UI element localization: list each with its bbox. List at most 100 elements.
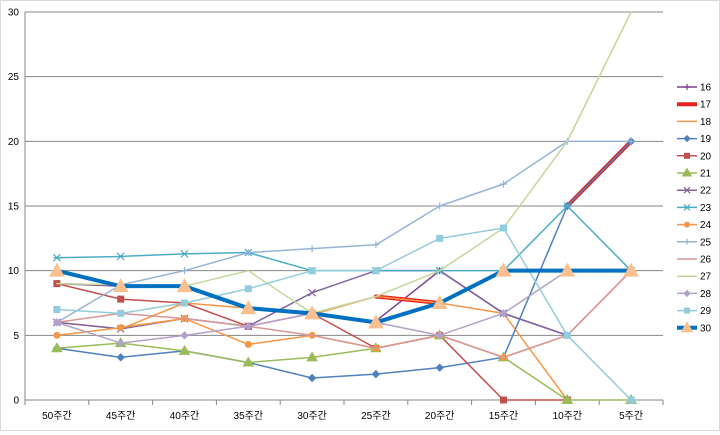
point-marker <box>627 137 635 145</box>
x-tick-label: 50주간 <box>42 410 72 422</box>
point-marker <box>680 321 694 333</box>
legend-label: 27 <box>700 272 712 283</box>
series-26 <box>56 269 632 359</box>
x-tick-label: 40주간 <box>170 410 200 422</box>
y-tick-label: 5 <box>13 331 19 342</box>
series-line <box>56 205 632 272</box>
series-line <box>56 269 632 359</box>
legend: 16 17 18 19 20 21 22 23 24 25 26 27 28 29 30 <box>677 83 712 334</box>
point-marker <box>308 245 316 253</box>
point-marker <box>435 363 444 372</box>
point-marker <box>308 288 317 297</box>
y-tick-label: 30 <box>8 8 20 19</box>
legend-item-16: 16 <box>677 83 712 94</box>
point-marker <box>683 289 691 298</box>
point-marker <box>431 294 448 309</box>
point-marker <box>683 186 691 194</box>
point-marker <box>51 342 63 353</box>
x-tick-label: 25주간 <box>361 410 391 422</box>
point-marker <box>181 299 188 307</box>
legend-label: 23 <box>700 203 712 214</box>
point-marker <box>52 318 62 327</box>
series-25 <box>53 137 635 326</box>
point-marker <box>368 314 384 329</box>
point-marker <box>116 252 125 261</box>
point-marker <box>436 202 444 210</box>
point-marker <box>623 262 639 277</box>
point-marker <box>559 262 576 277</box>
series-28 <box>52 266 636 348</box>
point-marker <box>683 134 691 143</box>
x-tick-label: 20주간 <box>425 410 455 422</box>
point-marker <box>112 278 129 293</box>
point-marker <box>52 253 61 262</box>
point-marker <box>683 203 691 211</box>
legend-label: 18 <box>700 117 712 128</box>
series-23 <box>52 202 636 275</box>
point-marker <box>244 249 252 257</box>
point-marker <box>117 324 125 332</box>
point-marker <box>684 84 690 90</box>
point-marker <box>304 305 320 320</box>
point-marker <box>563 202 572 210</box>
legend-item-29: 29 <box>677 306 712 317</box>
axes: 0 5 10 15 20 25 30 50주간 45주간 40주간 35주간 30주간 25주간 20주간… <box>8 8 664 422</box>
legend-item-28: 28 <box>677 289 712 300</box>
legend-item-20: 20 <box>677 151 712 162</box>
legend-item-21: 21 <box>677 167 712 180</box>
legend-label: 16 <box>700 83 712 94</box>
series-line <box>56 140 632 324</box>
point-marker <box>500 224 507 232</box>
x-tick-label: 35주간 <box>234 410 264 422</box>
legend-item-17: 17 <box>677 100 712 111</box>
legend-item-30: 30 <box>677 321 712 334</box>
point-marker <box>180 249 189 258</box>
legend-label: 26 <box>700 255 712 266</box>
point-marker <box>244 285 252 293</box>
point-marker <box>495 262 512 277</box>
point-marker <box>500 396 507 404</box>
point-marker <box>116 353 125 362</box>
point-marker <box>627 396 635 404</box>
series-27 <box>56 11 632 315</box>
legend-item-24: 24 <box>677 220 712 231</box>
point-marker <box>563 331 571 339</box>
x-tick-label: 15주간 <box>489 410 519 422</box>
point-marker <box>684 221 690 228</box>
series-line <box>56 269 632 359</box>
series-line <box>54 268 634 325</box>
point-marker <box>435 331 444 340</box>
legend-item-18: 18 <box>677 117 712 128</box>
y-tick-label: 20 <box>8 137 20 148</box>
y-tick-label: 0 <box>13 396 19 407</box>
point-marker <box>116 338 125 348</box>
y-tick-label: 25 <box>8 72 20 83</box>
point-marker <box>500 180 507 188</box>
point-marker <box>499 309 508 318</box>
point-marker <box>176 278 193 293</box>
x-tick-label: 10주간 <box>553 410 583 422</box>
x-tick-label: 30주간 <box>297 410 327 422</box>
point-marker <box>436 234 444 242</box>
legend-label: 19 <box>700 134 712 145</box>
point-marker <box>117 309 125 317</box>
legend-label: 17 <box>700 100 712 111</box>
point-marker <box>117 295 125 303</box>
point-marker <box>684 238 690 245</box>
gridlines <box>25 11 663 336</box>
point-marker <box>53 305 61 313</box>
point-marker <box>307 373 317 383</box>
point-marker <box>178 344 191 355</box>
point-marker <box>49 262 65 277</box>
legend-label: 20 <box>700 151 712 162</box>
y-tick-label: 15 <box>8 202 20 213</box>
point-marker <box>684 152 690 159</box>
point-marker <box>242 356 255 367</box>
legend-item-25: 25 <box>677 237 712 248</box>
legend-item-26: 26 <box>677 255 712 266</box>
legend-item-27: 27 <box>677 272 712 283</box>
x-tick-label: 45주간 <box>106 410 136 422</box>
series-line <box>56 11 632 315</box>
point-marker <box>308 267 316 275</box>
